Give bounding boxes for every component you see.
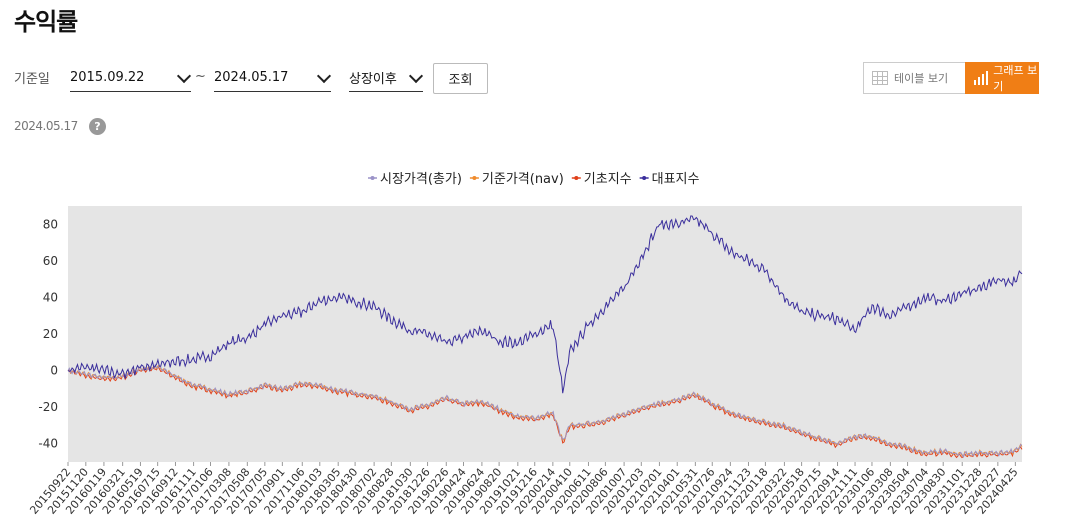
graph-view-button[interactable]: 그래프 보기 (965, 62, 1039, 94)
start-date-value: 2015.09.22 (70, 70, 145, 85)
search-button[interactable]: 조회 (433, 63, 488, 94)
legend-marker-2 (574, 176, 579, 180)
table-view-button[interactable]: 테이블 보기 (863, 62, 965, 94)
end-date-select[interactable]: 2024.05.17 (214, 64, 332, 92)
period-select[interactable]: 상장이후 (349, 64, 424, 92)
start-date-select[interactable]: 2015.09.22 (70, 64, 192, 92)
table-view-label: 테이블 보기 (894, 72, 949, 85)
legend-marker-3 (642, 176, 647, 180)
legend-label-2: 기초지수 (584, 172, 632, 187)
y-tick-label: 0 (50, 364, 58, 378)
as-of-date: 2024.05.17 (14, 119, 78, 133)
legend-label-1: 기준가격(nav) (482, 172, 564, 187)
chevron-down-icon (408, 68, 424, 84)
chevron-down-icon (316, 68, 332, 84)
legend-marker-0 (370, 176, 375, 180)
legend-label-0: 시장가격(총가) (380, 172, 462, 187)
y-tick-label: 40 (43, 290, 58, 304)
series-line-3 (67, 215, 1023, 394)
chevron-down-icon (176, 68, 192, 84)
graph-view-label: 그래프 보기 (993, 64, 1038, 93)
end-date-value: 2024.05.17 (214, 70, 289, 85)
y-tick-label: -20 (38, 400, 58, 414)
legend-label-3: 대표지수 (652, 172, 700, 187)
plot-area (68, 206, 1022, 462)
page-title: 수익률 (14, 8, 78, 36)
date-range-separator: ~ (195, 69, 206, 84)
y-tick-label: -40 (38, 437, 58, 451)
bar-chart-icon (974, 71, 988, 85)
legend-marker-1 (472, 176, 477, 180)
help-icon[interactable]: ? (89, 118, 106, 135)
period-value: 상장이후 (349, 72, 397, 87)
table-grid-icon (872, 71, 888, 85)
y-tick-label: 60 (43, 254, 58, 268)
date-filter-label: 기준일 (14, 72, 50, 87)
y-tick-label: 80 (43, 217, 58, 231)
y-tick-label: 20 (43, 327, 58, 341)
returns-line-chart: -40-200204060802015092220151120201601192… (27, 172, 1023, 517)
series-line-0 (67, 363, 1023, 459)
